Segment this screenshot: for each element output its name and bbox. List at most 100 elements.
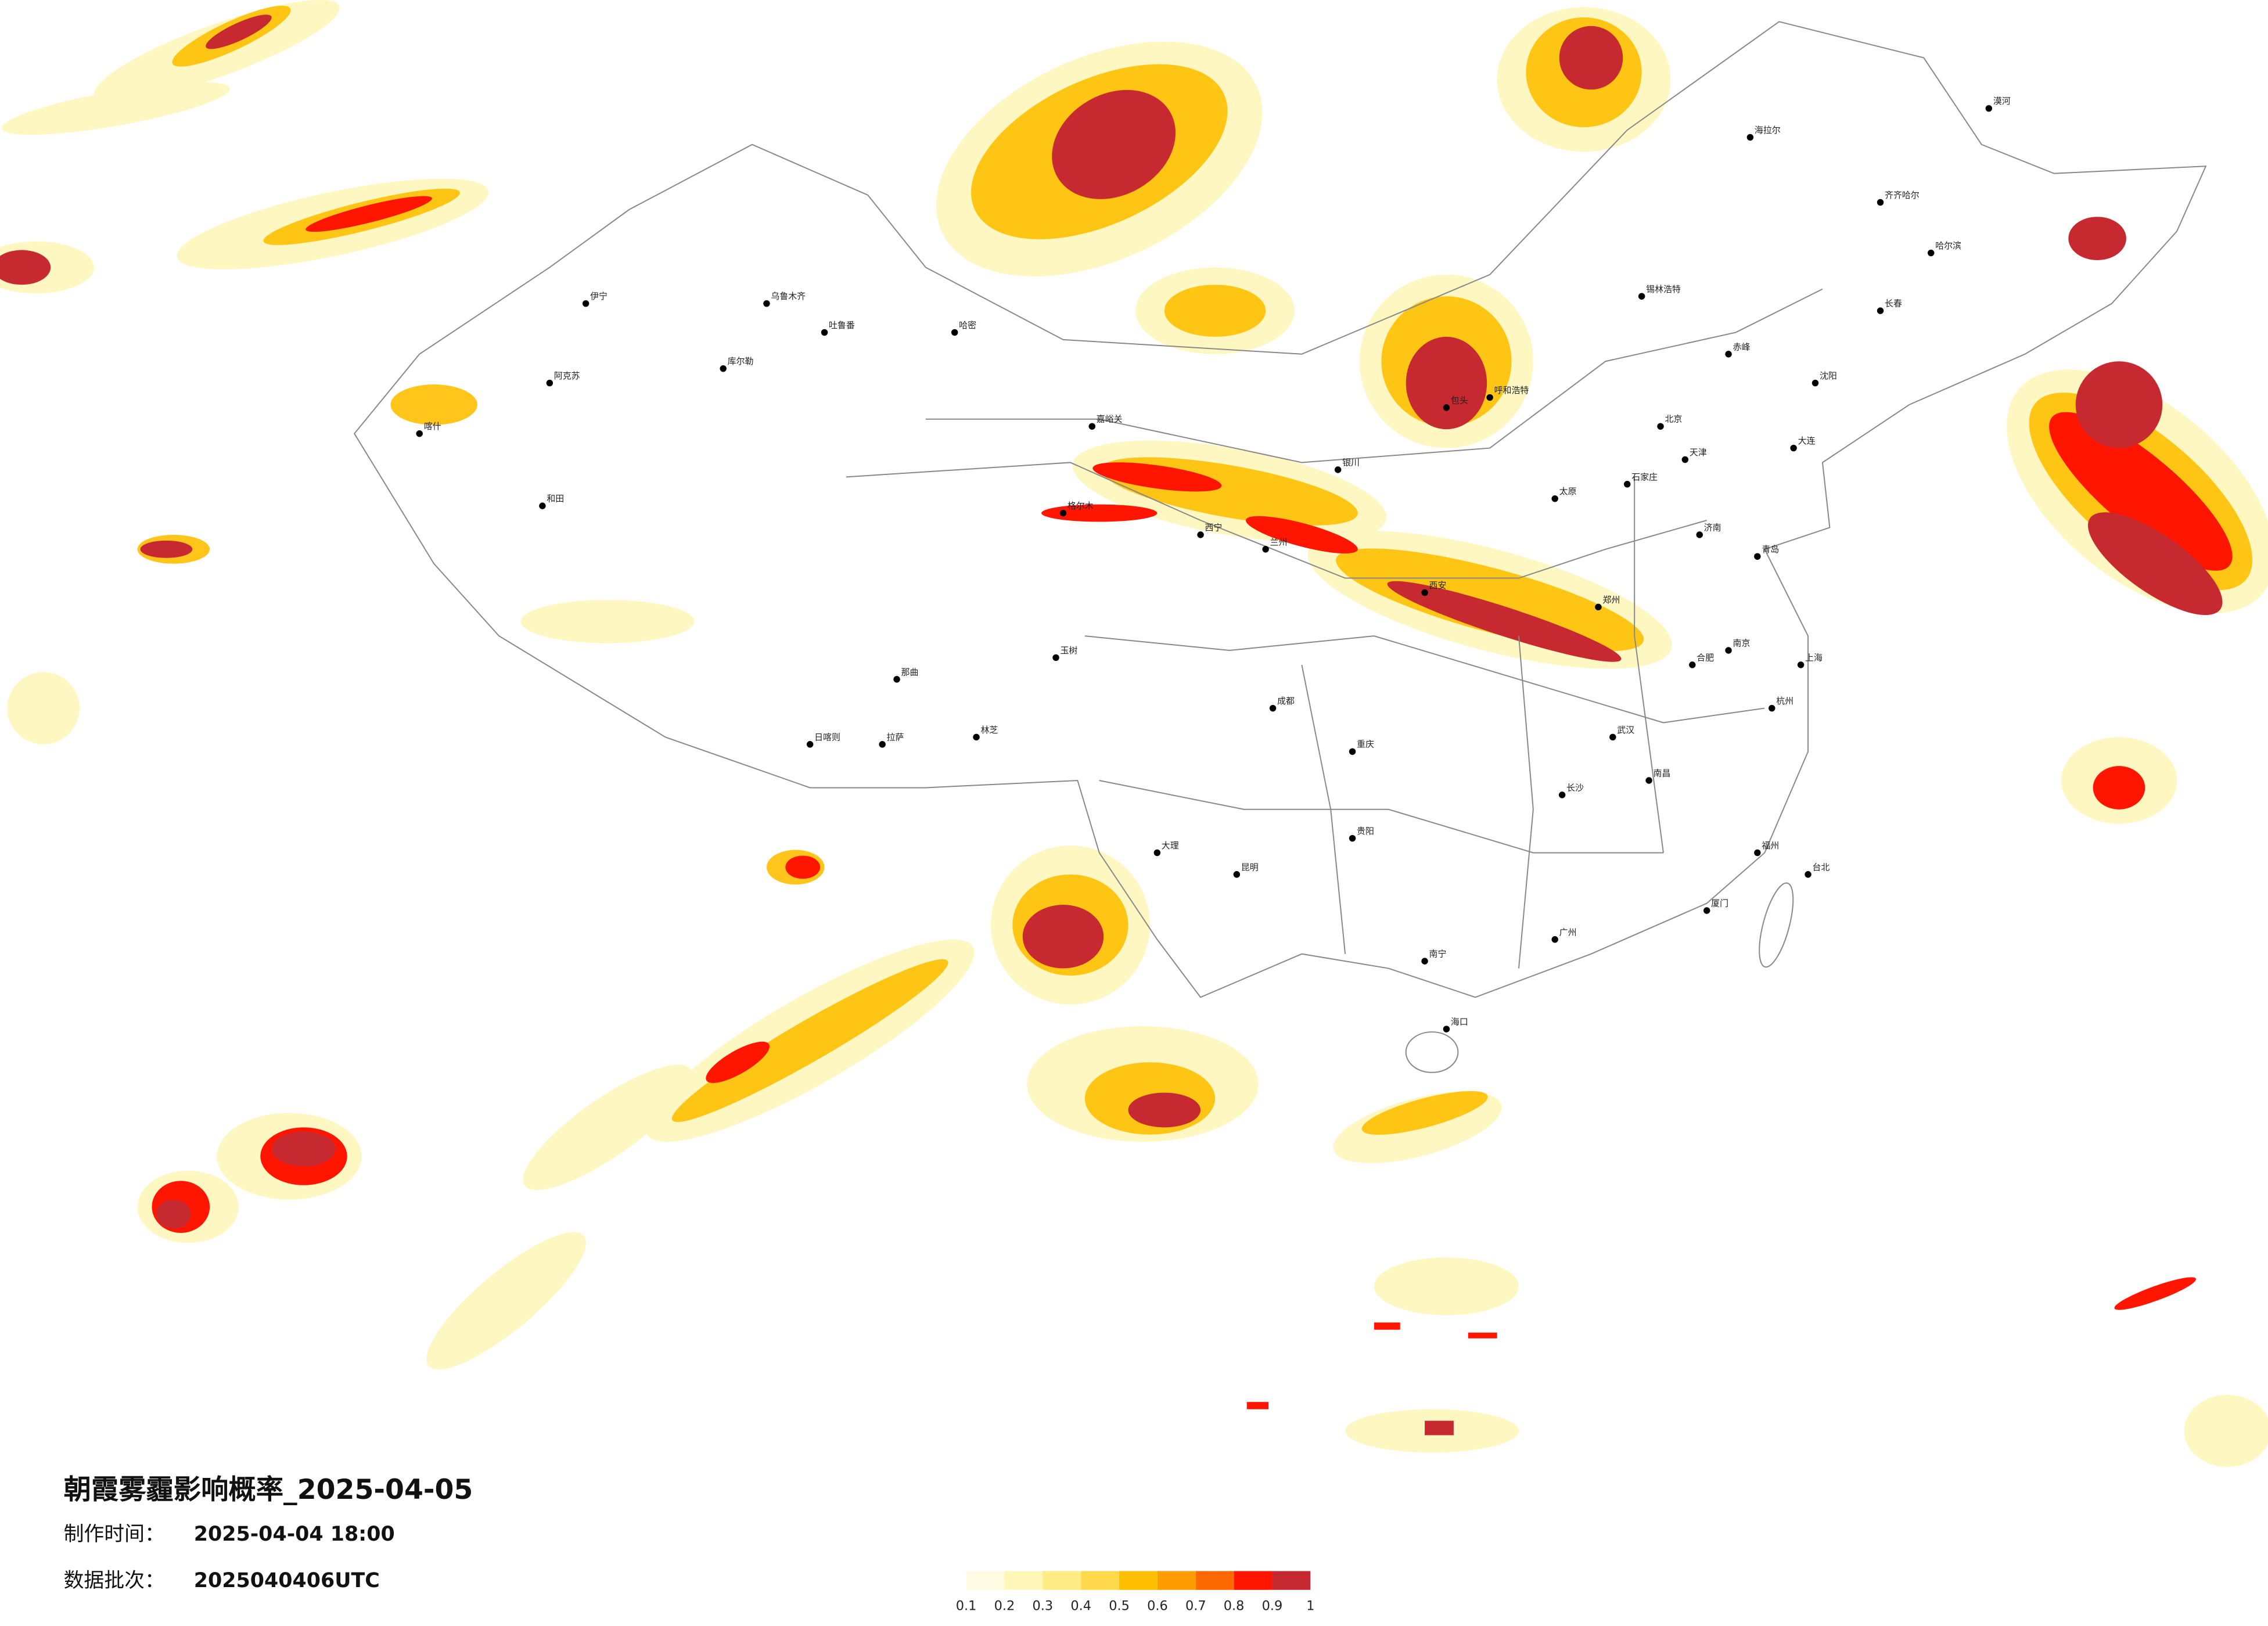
- batch-value: 2025040406UTC: [194, 1569, 380, 1592]
- color-swatch: [1157, 1571, 1196, 1590]
- city-dot: [1558, 792, 1566, 798]
- city-dot: [1877, 199, 1884, 206]
- city-label: 伊宁: [590, 291, 608, 301]
- city-label: 呼和浩特: [1494, 385, 1529, 395]
- city-dot: [1811, 379, 1819, 387]
- city-dot: [1638, 293, 1645, 300]
- city-label: 林芝: [981, 725, 998, 735]
- city-dot: [539, 502, 546, 509]
- colorbar-tick-label: 0.5: [1109, 1599, 1130, 1614]
- city-dot: [1877, 307, 1884, 314]
- city-dot: [1059, 509, 1067, 517]
- colorbar: 0.1 0.2 0.3 0.4 0.5 0.6 0.7 0.8 0.9 1: [956, 1571, 1314, 1614]
- city-dot: [1797, 661, 1805, 668]
- city-dot: [1262, 546, 1269, 553]
- city-dot: [951, 329, 958, 336]
- city-label: 拉萨: [887, 732, 904, 742]
- city-dot: [821, 329, 828, 336]
- city-label: 青岛: [1762, 544, 1779, 555]
- city-label: 西安: [1429, 580, 1447, 591]
- city-dot: [1551, 495, 1558, 502]
- city-dot: [1624, 481, 1631, 488]
- city-label: 长沙: [1566, 782, 1584, 793]
- city-dot: [1790, 444, 1797, 452]
- city-label: 嘉峪关: [1097, 414, 1123, 425]
- city-label: 和田: [547, 494, 564, 504]
- city-dot: [1486, 394, 1493, 401]
- borders: [353, 21, 2207, 1073]
- city-label: 台北: [1813, 862, 1830, 872]
- city-label: 兰州: [1270, 537, 1288, 547]
- city-label: 郑州: [1602, 595, 1620, 605]
- city-dot: [879, 741, 886, 748]
- city-dot: [1349, 748, 1356, 755]
- city-label: 日喀则: [814, 732, 840, 742]
- city-label: 漠河: [1993, 96, 2011, 106]
- colorbar-tick-label: 0.9: [1262, 1599, 1283, 1614]
- city-label: 哈密: [959, 320, 976, 330]
- city-dot: [1703, 907, 1710, 914]
- city-label: 南宁: [1429, 949, 1447, 959]
- city-dot: [1233, 871, 1241, 878]
- city-dot: [1334, 466, 1342, 473]
- city-label: 太原: [1559, 486, 1577, 497]
- city-label: 贵阳: [1357, 826, 1374, 836]
- city-dot: [1645, 777, 1652, 784]
- colorbar-tick-label: 1: [1306, 1599, 1314, 1614]
- city-label: 天津: [1690, 447, 1707, 458]
- city-dot: [1443, 1026, 1450, 1033]
- city-dot: [1052, 654, 1059, 661]
- city-label: 成都: [1277, 696, 1295, 706]
- city-dot: [1421, 589, 1428, 596]
- city-dot: [1725, 647, 1732, 654]
- city-label: 武汉: [1617, 725, 1634, 735]
- map-title: 朝霞雾霾影响概率_2025-04-05: [64, 1474, 473, 1506]
- city-label: 喀什: [424, 421, 441, 431]
- batch-label: 数据批次：: [64, 1569, 165, 1592]
- city-dot: [546, 379, 553, 387]
- city-dot: [1696, 531, 1703, 538]
- production-time-value: 2025-04-04 18:00: [194, 1523, 395, 1546]
- city-label: 昆明: [1241, 862, 1259, 872]
- city-label: 南昌: [1654, 768, 1671, 779]
- city-dot: [973, 733, 980, 741]
- colorbar-tick-label: 0.6: [1147, 1599, 1168, 1614]
- city-label: 大理: [1162, 840, 1179, 851]
- city-dot: [720, 365, 727, 372]
- city-dot: [1754, 553, 1761, 560]
- color-swatch: [1119, 1571, 1158, 1590]
- city-dot: [1443, 404, 1450, 411]
- city-dot: [1269, 704, 1277, 712]
- color-swatch: [1272, 1571, 1311, 1590]
- city-label: 赤峰: [1733, 341, 1751, 352]
- city-label: 沈阳: [1820, 370, 1837, 381]
- probability-field: [0, 0, 2268, 1467]
- city-label: 济南: [1704, 522, 1721, 533]
- colorbar-tick-label: 0.8: [1224, 1599, 1245, 1614]
- city-label: 包头: [1451, 395, 1468, 405]
- city-dot: [1681, 456, 1689, 463]
- city-dot: [1805, 871, 1811, 878]
- city-label: 广州: [1559, 927, 1577, 937]
- city-label: 北京: [1665, 414, 1682, 425]
- city-dot: [806, 741, 814, 748]
- production-time-label: 制作时间：: [64, 1523, 165, 1546]
- color-swatch: [1004, 1571, 1043, 1590]
- color-swatch: [1234, 1571, 1273, 1590]
- city-label: 海拉尔: [1755, 125, 1781, 135]
- colorbar-tick-label: 0.4: [1070, 1599, 1091, 1614]
- city-label: 玉树: [1060, 645, 1077, 656]
- city-dot: [1985, 105, 1993, 112]
- city-label: 重庆: [1357, 739, 1374, 750]
- color-swatch: [1195, 1571, 1234, 1590]
- colorbar-tick-label: 0.1: [956, 1599, 977, 1614]
- city-dot: [1609, 733, 1616, 741]
- city-label: 西宁: [1205, 522, 1223, 533]
- city-dot: [416, 430, 423, 437]
- city-label: 齐齐哈尔: [1885, 190, 1920, 200]
- city-label: 库尔勒: [728, 356, 754, 366]
- city-dot: [1769, 704, 1775, 712]
